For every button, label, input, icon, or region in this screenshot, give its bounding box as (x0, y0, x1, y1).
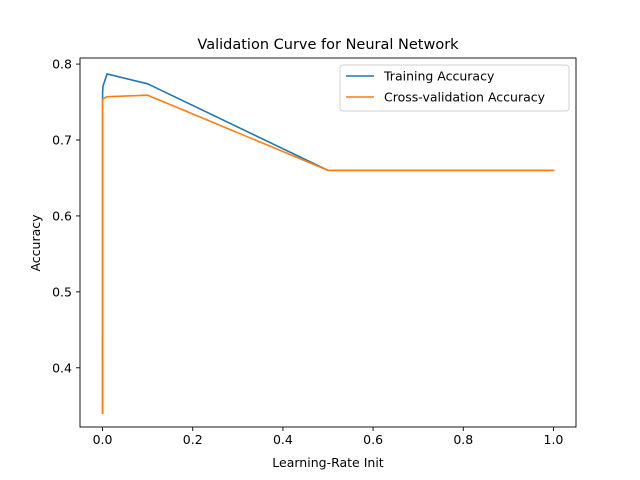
series-line-1 (101, 94, 555, 415)
x-tick-label: 0.2 (183, 432, 203, 447)
plot-frame (79, 57, 577, 428)
x-tick-label: 0.6 (363, 432, 383, 447)
series-line-0 (101, 73, 555, 414)
legend-box (339, 64, 570, 112)
x-tick-label: 0.8 (453, 432, 473, 447)
legend-label: Cross-validation Accuracy (384, 90, 546, 105)
x-tick-label: 0.4 (273, 432, 293, 447)
x-tick-label: 0.0 (93, 432, 113, 447)
x-axis-label: Learning-Rate Init (272, 455, 383, 470)
chart-title: Validation Curve for Neural Network (197, 37, 459, 53)
y-tick-label: 0.7 (52, 133, 72, 148)
legend-label: Training Accuracy (383, 69, 495, 84)
y-tick-label: 0.8 (52, 57, 72, 72)
y-axis-label: Accuracy (28, 214, 43, 272)
y-tick-label: 0.6 (52, 208, 72, 223)
y-tick-label: 0.4 (52, 360, 72, 375)
y-tick-label: 0.5 (52, 284, 72, 299)
x-tick-label: 1.0 (544, 432, 564, 447)
